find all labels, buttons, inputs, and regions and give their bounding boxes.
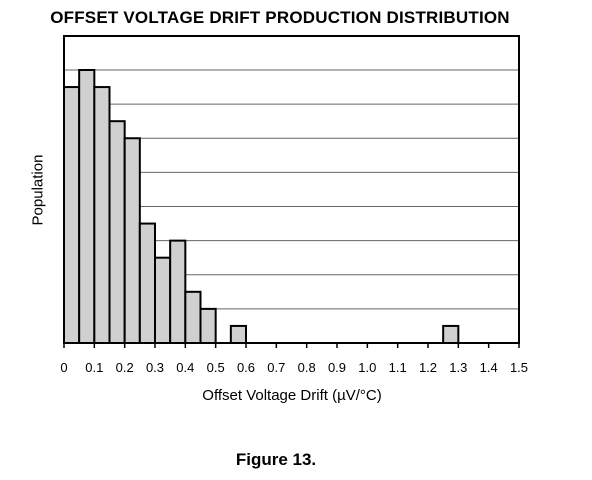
histogram-bar — [138, 222, 156, 344]
histogram-bar — [169, 239, 187, 344]
x-tick-label: 1.1 — [389, 360, 407, 375]
x-tick-label: 1.5 — [510, 360, 528, 375]
x-tick-label: 0.8 — [298, 360, 316, 375]
x-tick-label: 0.7 — [267, 360, 285, 375]
x-tick-label: 0.2 — [116, 360, 134, 375]
x-tick-label: 0.5 — [207, 360, 225, 375]
histogram-bar — [108, 120, 126, 344]
figure-caption: Figure 13. — [235, 450, 317, 469]
x-tick-label: 0.1 — [85, 360, 103, 375]
x-tick-label: 1.0 — [358, 360, 376, 375]
histogram-bar — [93, 86, 111, 344]
x-tick-label: 0.3 — [146, 360, 164, 375]
histogram-bar — [154, 256, 172, 344]
histogram-bar — [63, 86, 81, 344]
x-tick-label: 0.6 — [237, 360, 255, 375]
x-tick-label: 1.4 — [480, 360, 498, 375]
histogram-bar — [229, 324, 247, 344]
x-tick-label: 1.2 — [419, 360, 437, 375]
histogram-bar — [78, 69, 96, 344]
x-tick-label: 0.9 — [328, 360, 346, 375]
x-axis-label: Offset Voltage Drift (µV/°C) — [202, 387, 382, 404]
x-tick-label: 1.3 — [449, 360, 467, 375]
histogram-bar — [184, 290, 202, 344]
chart-title: OFFSET VOLTAGE DRIFT PRODUCTION DISTRIBU… — [50, 8, 510, 27]
x-tick-label: 0.4 — [176, 360, 194, 375]
histogram-bar — [199, 307, 217, 344]
histogram-bar — [442, 324, 460, 344]
plot-frame — [63, 35, 520, 344]
histogram-bar — [123, 137, 141, 344]
x-tick-label: 0 — [60, 360, 67, 375]
